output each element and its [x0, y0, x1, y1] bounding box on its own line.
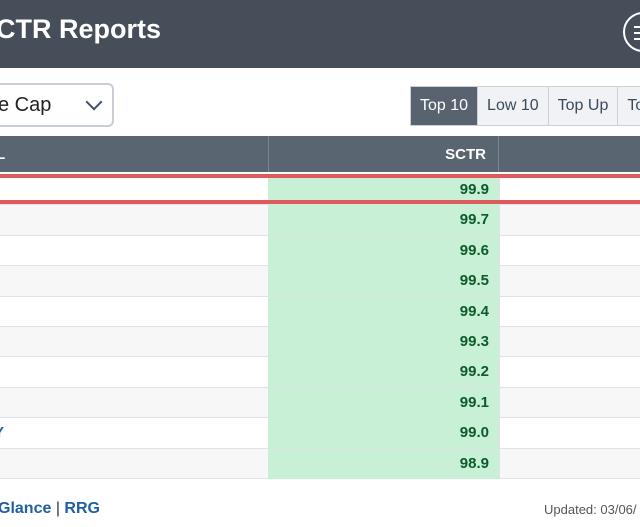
chevron-down-icon	[85, 93, 103, 111]
extra-cell	[499, 205, 640, 236]
sctr-cell: 99.4	[268, 296, 499, 327]
table-row[interactable]: 99.7	[0, 205, 640, 236]
tab-low-10[interactable]: Low 10	[477, 87, 548, 125]
tab-top-up[interactable]: Top Up	[547, 87, 618, 125]
page-title: CTR Reports	[0, 14, 162, 44]
extra-cell	[499, 326, 640, 357]
extra-cell	[499, 387, 640, 418]
tab-top-10[interactable]: Top 10	[411, 87, 478, 125]
sctr-cell: 99.7	[268, 205, 499, 236]
sctr-cell: 99.6	[268, 235, 499, 266]
table-row[interactable]: 99.2	[0, 357, 640, 388]
extra-cell	[499, 448, 640, 479]
sctr-cell: 99.5	[268, 266, 499, 297]
table-row[interactable]: 99.6	[0, 235, 640, 267]
symbol-cell[interactable]: Y	[0, 418, 4, 448]
table-row[interactable]: 99.5	[0, 266, 640, 297]
table-row[interactable]: 98.9	[0, 448, 640, 479]
market-cap-dropdown[interactable]: e Cap	[0, 83, 114, 127]
table-row[interactable]: 99.3	[0, 326, 640, 358]
hamburger-icon	[634, 26, 640, 40]
table-row[interactable]: 99.9	[0, 175, 640, 206]
extra-cell	[499, 175, 640, 205]
header-bar: CTR Reports	[0, 0, 640, 68]
extra-cell	[499, 357, 640, 388]
extra-cell	[499, 266, 640, 297]
tab-top-down[interactable]: Top	[617, 87, 640, 125]
menu-icon[interactable]	[623, 12, 640, 52]
footer-links: Glance | RRG	[0, 500, 100, 518]
sctr-cell: 99.2	[268, 357, 499, 388]
report-tabs: Top 10 Low 10 Top Up Top	[410, 86, 640, 126]
sctr-cell: 99.3	[268, 326, 499, 357]
sctr-cell: 99.0	[268, 418, 499, 449]
updated-timestamp: Updated: 03/06/	[544, 502, 637, 517]
link-separator: |	[55, 500, 60, 517]
table-header: L SCTR	[0, 136, 640, 172]
table-row[interactable]: 99.4	[0, 296, 640, 327]
table-row[interactable]: Y 99.0	[0, 418, 640, 449]
column-header-symbol[interactable]: L	[0, 146, 6, 163]
sctr-table-body: 99.9 99.7 99.6 99.5 99.4 99.3 99.2 99.1 …	[0, 175, 640, 479]
extra-cell	[499, 418, 640, 449]
glance-link[interactable]: Glance	[0, 500, 52, 517]
table-row[interactable]: 99.1	[0, 387, 640, 419]
sctr-cell: 99.9	[268, 175, 499, 205]
sctr-cell: 99.1	[268, 387, 499, 418]
sctr-cell: 98.9	[268, 448, 499, 479]
dropdown-value: e Cap	[0, 94, 52, 116]
column-header-sctr[interactable]: SCTR	[268, 136, 499, 172]
extra-cell	[499, 235, 640, 266]
extra-cell	[499, 296, 640, 327]
rrg-link[interactable]: RRG	[64, 500, 100, 517]
